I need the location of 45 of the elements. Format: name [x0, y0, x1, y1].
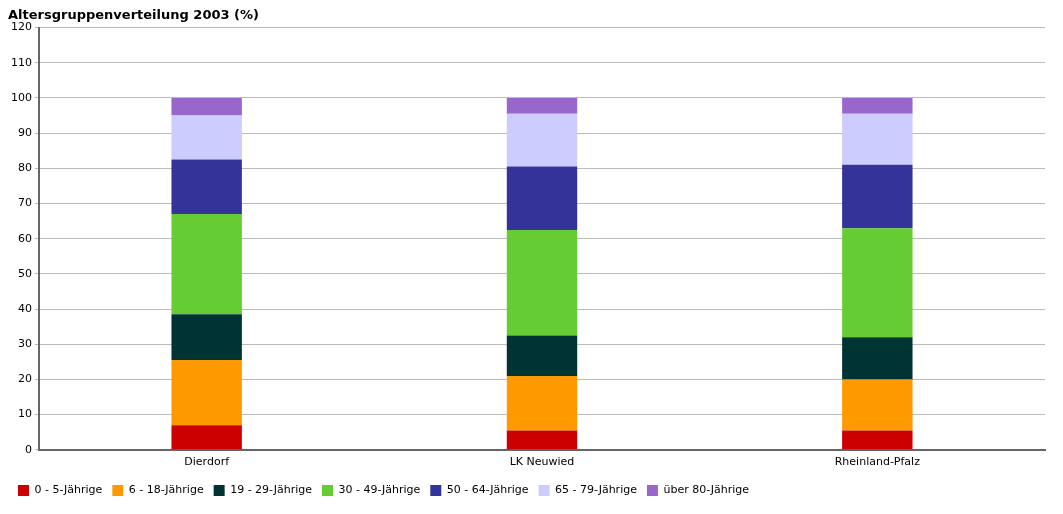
y-tick-label: 110	[11, 55, 32, 69]
legend-label: 50 - 64-Jährige	[446, 483, 529, 497]
bar	[171, 314, 242, 361]
legend-label: 6 - 18-Jährige	[128, 483, 204, 497]
bar	[842, 228, 913, 338]
y-tick-label: 120	[11, 20, 32, 34]
bar	[171, 159, 242, 215]
bar	[506, 113, 578, 167]
chart-title: Altersgruppenverteilung 2003 (%)	[8, 7, 259, 23]
bar	[506, 335, 578, 376]
bar	[506, 430, 578, 450]
y-tick-label: 40	[18, 301, 32, 315]
y-tick-label: 60	[18, 231, 32, 245]
y-tick-label: 0	[25, 442, 32, 456]
x-tick-label: Dierdorf	[184, 455, 231, 469]
bar	[506, 166, 578, 230]
y-tick-label: 80	[18, 161, 32, 175]
y-tick-label: 20	[18, 372, 32, 386]
y-tick-label: 100	[11, 90, 32, 104]
y-tick-label: 70	[18, 196, 32, 210]
legend-label: 19 - 29-Jährige	[230, 483, 313, 497]
bar	[842, 379, 913, 431]
y-tick-label: 90	[18, 126, 32, 140]
legend-label: 30 - 49-Jährige	[338, 483, 421, 497]
legend-label: 0 - 5-Jährige	[34, 483, 103, 497]
bar	[171, 115, 242, 160]
y-tick-label: 50	[18, 266, 32, 280]
bar	[171, 425, 242, 450]
bar	[506, 97, 578, 114]
bar	[506, 229, 578, 336]
bar	[506, 375, 578, 431]
bar	[171, 97, 242, 116]
bar	[842, 113, 913, 165]
legend-label: 65 - 79-Jährige	[555, 483, 638, 497]
bar	[171, 214, 242, 315]
bar	[842, 430, 913, 450]
legend-label: über 80-Jährige	[663, 483, 750, 497]
bar	[171, 360, 242, 426]
bar	[842, 337, 913, 380]
y-tick-label: 30	[18, 337, 32, 351]
x-tick-label: LK Neuwied	[509, 455, 575, 469]
y-tick-label: 10	[18, 407, 32, 421]
x-tick-label: Rheinland-Pfalz	[834, 455, 921, 469]
bar	[842, 164, 913, 229]
bar	[842, 97, 913, 114]
